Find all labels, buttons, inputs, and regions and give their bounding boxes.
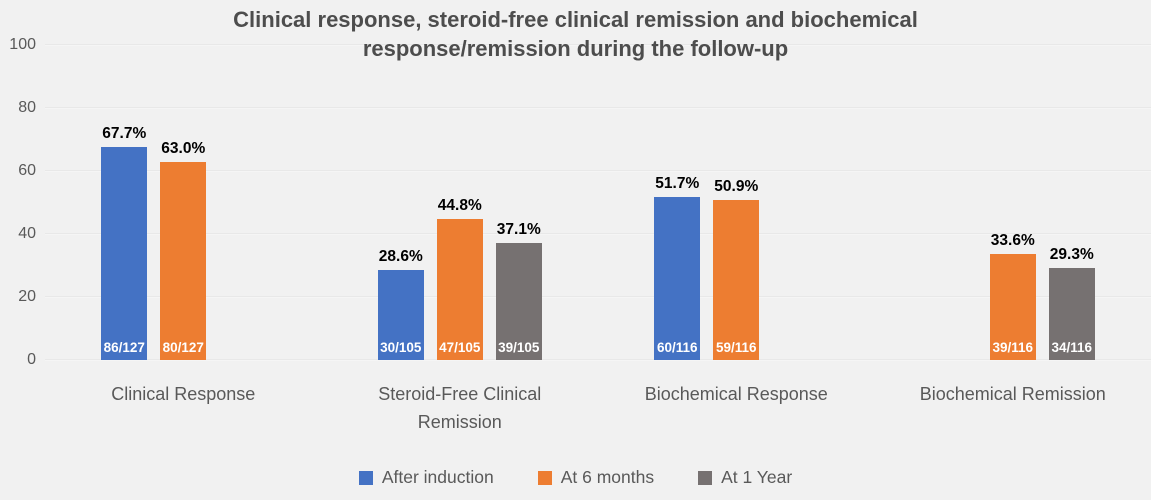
bar-slot-at-1-year-steroid-free-clinical-remission: 39/105 37.1% bbox=[495, 45, 542, 360]
bar-count-label: 39/116 bbox=[992, 340, 1034, 355]
bar-at-6-months-steroid-free-clinical-remission: 47/105 bbox=[436, 218, 483, 360]
bar-slot-after-induction-biochemical-remission bbox=[931, 45, 977, 360]
bar-count-label: 39/105 bbox=[498, 340, 540, 355]
bar-at-1-year-biochemical-remission: 34/116 bbox=[1048, 267, 1095, 360]
x-axis-label-clinical-response: Clinical Response bbox=[111, 384, 256, 404]
bar-value-label: 67.7% bbox=[102, 124, 147, 142]
bar-slot-at-6-months-steroid-free-clinical-remission: 47/105 44.8% bbox=[436, 45, 483, 360]
bar-at-6-months-biochemical-remission: 39/116 bbox=[989, 254, 1036, 360]
bar-count-label: 34/116 bbox=[1051, 340, 1093, 355]
gridline-80 bbox=[45, 107, 1151, 109]
legend-label: At 6 months bbox=[560, 467, 655, 487]
chart-title: Clinical response, steroid-free clinical… bbox=[233, 7, 918, 62]
bar-group-steroid-free-clinical-remission: 30/105 28.6% 47/105 44.8% 39/105 37.1% bbox=[322, 45, 599, 360]
bar-slot-after-induction-biochemical-response: 60/116 51.7% bbox=[654, 45, 701, 360]
bar-group-biochemical-response: 60/116 51.7% 59/116 50.9% bbox=[598, 45, 875, 360]
bar-count-label: 86/127 bbox=[103, 340, 145, 355]
bar-after-induction-steroid-free-clinical-remission: 30/105 bbox=[377, 269, 424, 360]
x-axis-label-biochemical-remission: Biochemical Remission bbox=[919, 384, 1106, 404]
bar-value-label: 28.6% bbox=[378, 247, 423, 265]
gridline-60 bbox=[45, 170, 1151, 172]
x-axis-label-biochemical-response: Biochemical Response bbox=[644, 384, 828, 404]
bar-slot-at-1-year-biochemical-remission: 34/116 29.3% bbox=[1048, 45, 1095, 360]
y-tick-label-20: 20 bbox=[18, 288, 36, 305]
bar-value-label: 50.9% bbox=[714, 177, 759, 195]
bar-count-label: 60/116 bbox=[656, 340, 698, 355]
gridline-20 bbox=[45, 296, 1151, 298]
bar-count-label: 47/105 bbox=[439, 340, 481, 355]
bar-value-label: 51.7% bbox=[655, 175, 700, 193]
bar-after-induction-biochemical-response: 60/116 bbox=[654, 197, 701, 360]
bar-at-6-months-biochemical-response: 59/116 bbox=[713, 199, 760, 360]
bar-slot-at-1-year-clinical-response bbox=[219, 45, 265, 360]
y-tick-label-60: 60 bbox=[18, 162, 36, 179]
bar-group-clinical-response: 86/127 67.7% 80/127 63.0% bbox=[45, 45, 322, 360]
bar-value-label: 63.0% bbox=[161, 139, 206, 157]
y-tick-label-40: 40 bbox=[18, 225, 36, 242]
y-tick-label-100: 100 bbox=[9, 36, 36, 53]
bar-slot-at-6-months-biochemical-remission: 39/116 33.6% bbox=[989, 45, 1036, 360]
x-axis-labels: Clinical Response Steroid-Free Clinical R… bbox=[45, 381, 1151, 437]
gridline-0 bbox=[45, 359, 1151, 361]
bar-value-label: 29.3% bbox=[1049, 245, 1094, 263]
bar-group-biochemical-remission: 39/116 33.6% 34/116 29.3% bbox=[875, 45, 1151, 360]
bar-count-label: 30/105 bbox=[380, 340, 422, 355]
legend-item-at-1-year: At 1 Year bbox=[698, 467, 792, 488]
bar-slot-at-1-year-biochemical-response bbox=[772, 45, 818, 360]
bar-slot-after-induction-steroid-free-clinical-remission: 30/105 28.6% bbox=[377, 45, 424, 360]
legend: After induction At 6 months At 1 Year bbox=[0, 467, 1151, 488]
bar-at-6-months-clinical-response: 80/127 bbox=[160, 161, 207, 360]
gridline-40 bbox=[45, 233, 1151, 235]
bar-value-label: 33.6% bbox=[990, 232, 1035, 250]
bar-slot-at-6-months-clinical-response: 80/127 63.0% bbox=[160, 45, 207, 360]
legend-swatch-icon bbox=[698, 470, 713, 485]
bar-value-label: 37.1% bbox=[496, 221, 541, 239]
bar-count-label: 80/127 bbox=[162, 340, 204, 355]
legend-swatch-icon bbox=[358, 470, 373, 485]
bar-after-induction-clinical-response: 86/127 bbox=[101, 146, 148, 360]
bar-count-label: 59/116 bbox=[715, 340, 757, 355]
bar-slot-after-induction-clinical-response: 86/127 67.7% bbox=[101, 45, 148, 360]
bar-value-label: 44.8% bbox=[437, 196, 482, 214]
y-tick-label-80: 80 bbox=[18, 99, 36, 116]
bar-at-1-year-steroid-free-clinical-remission: 39/105 bbox=[495, 243, 542, 360]
legend-swatch-icon bbox=[537, 470, 552, 485]
gridline-100 bbox=[45, 44, 1151, 46]
x-axis-label-steroid-free-clinical-remission: Steroid-Free Clinical Remission bbox=[378, 384, 542, 432]
legend-item-at-6-months: At 6 months bbox=[537, 467, 655, 488]
legend-item-after-induction: After induction bbox=[358, 467, 494, 488]
legend-label: At 1 Year bbox=[721, 467, 793, 487]
bar-slot-at-6-months-biochemical-response: 59/116 50.9% bbox=[713, 45, 760, 360]
y-tick-label-0: 0 bbox=[27, 351, 36, 368]
plot-area: 0 20 40 60 80 100 86/127 67.7% 80/127 63.0% 30/105… bbox=[9, 37, 1151, 368]
legend-label: After induction bbox=[381, 467, 494, 487]
